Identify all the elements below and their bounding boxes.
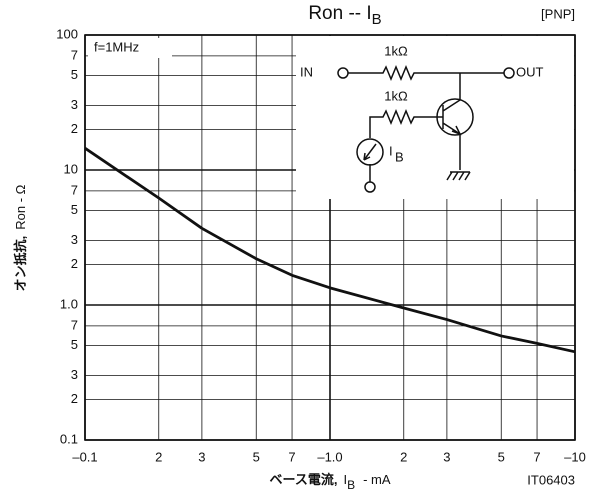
condition-box bbox=[88, 38, 172, 58]
y-tick-label: 5 bbox=[71, 337, 78, 352]
y-tick-label: 7 bbox=[71, 317, 78, 332]
title-sub: B bbox=[372, 11, 382, 28]
chart-title: Ron -- IB bbox=[308, 3, 381, 28]
y-tick-label: 3 bbox=[71, 367, 78, 382]
y-tick-label: 3 bbox=[71, 97, 78, 112]
y-tick-label: 7 bbox=[71, 47, 78, 62]
x-axis-label: ベース電流, IB - mA bbox=[269, 472, 390, 492]
y-tick-label: 2 bbox=[71, 121, 78, 136]
y-tick-label: 1.0 bbox=[60, 296, 78, 311]
x-tick-label: –10 bbox=[564, 449, 586, 464]
y-tick-label: 0.1 bbox=[60, 431, 78, 446]
resistor-label: 1kΩ bbox=[384, 88, 408, 103]
y-tick-label: 3 bbox=[71, 232, 78, 247]
y-tick-label: 5 bbox=[71, 202, 78, 217]
x-tick-label: 7 bbox=[533, 449, 540, 464]
y-tick-label: 2 bbox=[71, 256, 78, 271]
resistor bbox=[348, 65, 504, 81]
x-label-var: I bbox=[343, 472, 347, 487]
condition-label: f=1MHz bbox=[94, 39, 139, 54]
title-text: Ron -- I bbox=[308, 3, 371, 24]
terminal bbox=[364, 181, 376, 193]
x-tick-label: 2 bbox=[400, 449, 407, 464]
y-tick-label: 10 bbox=[64, 161, 78, 176]
x-label-sub: B bbox=[347, 478, 355, 492]
y-tick-label: 7 bbox=[71, 182, 78, 197]
circuit-in-label: IN bbox=[300, 64, 313, 79]
y-axis-label: オン抵抗, Ron - Ω bbox=[13, 184, 28, 291]
wire bbox=[363, 143, 377, 182]
source-label: I bbox=[389, 143, 393, 158]
x-tick-label: –0.1 bbox=[72, 449, 97, 464]
wire bbox=[446, 73, 471, 181]
x-tick-label: 7 bbox=[288, 449, 295, 464]
y-label-main: オン抵抗, bbox=[13, 236, 28, 292]
source-sub: B bbox=[395, 149, 404, 164]
circuit bbox=[337, 65, 515, 193]
plot-frame bbox=[84, 34, 576, 441]
data-line bbox=[84, 147, 576, 354]
figure-code: IT06403 bbox=[527, 472, 575, 487]
x-tick-label: 5 bbox=[498, 449, 505, 464]
resistor-label: 1kΩ bbox=[384, 43, 408, 58]
y-tick-label: 5 bbox=[71, 67, 78, 82]
y-tick-label: 2 bbox=[71, 391, 78, 406]
x-label-main: ベース電流, bbox=[269, 472, 337, 487]
y-tick-label: 100 bbox=[56, 26, 78, 41]
x-tick-label: 3 bbox=[443, 449, 450, 464]
resistor bbox=[369, 109, 443, 138]
y-label-unit: Ron - Ω bbox=[13, 184, 28, 229]
x-tick-label: –1.0 bbox=[317, 449, 342, 464]
circuit-out-label: OUT bbox=[516, 64, 544, 79]
x-tick-label: 5 bbox=[253, 449, 260, 464]
x-label-unit: - mA bbox=[363, 472, 391, 487]
corner-label: [PNP] bbox=[541, 6, 575, 21]
x-tick-label: 2 bbox=[155, 449, 162, 464]
x-tick-label: 3 bbox=[198, 449, 205, 464]
